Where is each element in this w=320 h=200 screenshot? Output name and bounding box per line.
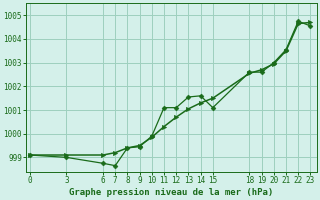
X-axis label: Graphe pression niveau de la mer (hPa): Graphe pression niveau de la mer (hPa) xyxy=(69,188,274,197)
